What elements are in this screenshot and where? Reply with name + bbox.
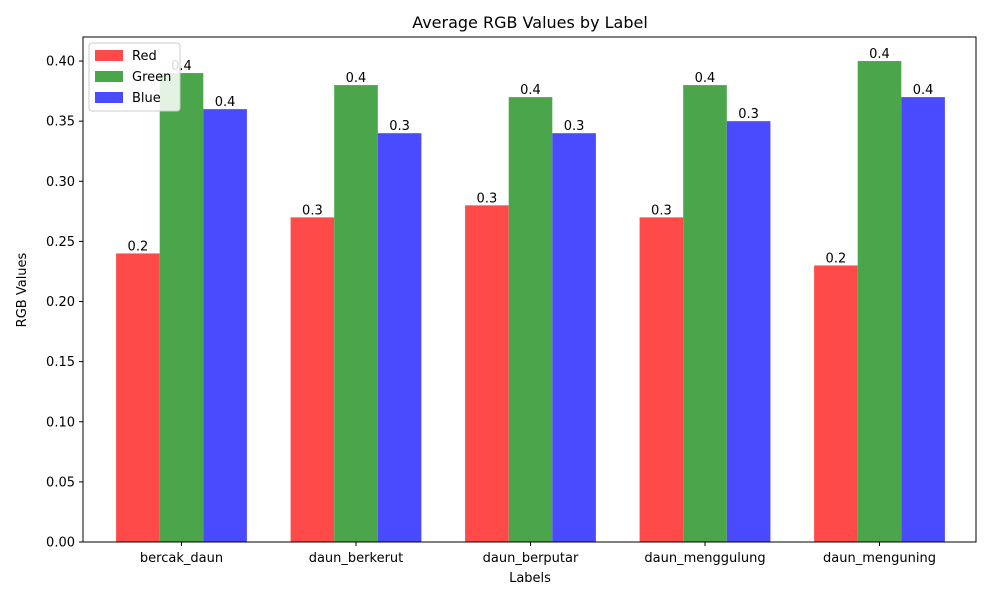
- y-tick-label: 0.30: [46, 175, 75, 190]
- y-tick-label: 0.10: [46, 415, 75, 430]
- bar-red-daun_berkerut: [290, 217, 335, 542]
- legend: Red Green Blue: [88, 42, 181, 112]
- y-tick-label: 0.25: [46, 235, 75, 250]
- bar-value-label: 0.3: [651, 203, 672, 218]
- y-axis-label: RGB Values: [15, 252, 30, 327]
- bar-blue-daun_berkerut: [377, 133, 422, 542]
- legend-label-blue: Blue: [132, 91, 161, 106]
- y-tick-label: 0.00: [46, 536, 75, 551]
- bar-value-label: 0.4: [520, 83, 541, 98]
- x-tick-label: daun_berkerut: [309, 551, 404, 566]
- bar-red-daun_menggulung: [639, 217, 684, 542]
- bar-green-bercak_daun: [159, 73, 204, 543]
- y-tick-label: 0.20: [46, 295, 75, 310]
- bar-blue-bercak_daun: [203, 109, 247, 543]
- x-tick-label: bercak_daun: [140, 551, 223, 566]
- bar-green-daun_berkerut: [334, 85, 378, 542]
- x-tick-label: daun_berputar: [483, 551, 579, 566]
- bar-labels-layer: 0.2 0.4 0.4 0.3 0.4 0.3 0.3 0.4 0.3 0.3 0.4 0.3 0.2 0…: [128, 47, 934, 266]
- bar-blue-daun_menggulung: [726, 121, 771, 543]
- legend-swatch-green: [95, 71, 123, 82]
- x-axis: bercak_daun daun_berkerut daun_berputar dau…: [140, 542, 936, 566]
- x-axis-label: Labels: [509, 571, 551, 586]
- bar-red-daun_berputar: [465, 205, 509, 543]
- bar-value-label: 0.2: [826, 251, 847, 266]
- bar-value-label: 0.3: [738, 107, 759, 122]
- bar-green-daun_menguning: [857, 61, 902, 543]
- bar-red-bercak_daun: [116, 253, 160, 542]
- y-tick-label: 0.35: [46, 115, 75, 130]
- chart-title: Average RGB Values by Label: [412, 13, 648, 32]
- bar-value-label: 0.4: [913, 83, 934, 98]
- bar-value-label: 0.4: [869, 47, 890, 62]
- y-tick-label: 0.40: [46, 55, 75, 70]
- bar-value-label: 0.4: [215, 95, 236, 110]
- legend-swatch-red: [95, 50, 123, 61]
- y-axis: 0.00 0.05 0.10 0.15 0.20 0.25 0.30 0.35 0.40: [46, 55, 83, 551]
- bar-value-label: 0.3: [564, 119, 585, 134]
- bars-layer: [116, 61, 945, 543]
- bar-value-label: 0.3: [389, 119, 410, 134]
- y-tick-label: 0.05: [46, 475, 75, 490]
- bar-value-label: 0.4: [346, 71, 367, 86]
- bar-blue-daun_menguning: [901, 97, 945, 542]
- bar-blue-daun_berputar: [552, 133, 596, 542]
- legend-label-green: Green: [132, 70, 171, 85]
- bar-green-daun_menggulung: [683, 85, 727, 542]
- bar-green-daun_berputar: [508, 97, 553, 542]
- bar-value-label: 0.3: [477, 191, 498, 206]
- bar-value-label: 0.3: [302, 203, 323, 218]
- plot-frame: [82, 36, 977, 543]
- bar-value-label: 0.2: [128, 239, 149, 254]
- x-tick-label: daun_menguning: [823, 551, 936, 566]
- y-tick-label: 0.15: [46, 355, 75, 370]
- x-tick-label: daun_menggulung: [644, 551, 765, 566]
- legend-swatch-blue: [95, 92, 123, 103]
- legend-label-red: Red: [132, 49, 157, 64]
- bar-red-daun_menguning: [814, 265, 858, 542]
- bar-value-label: 0.4: [695, 71, 716, 86]
